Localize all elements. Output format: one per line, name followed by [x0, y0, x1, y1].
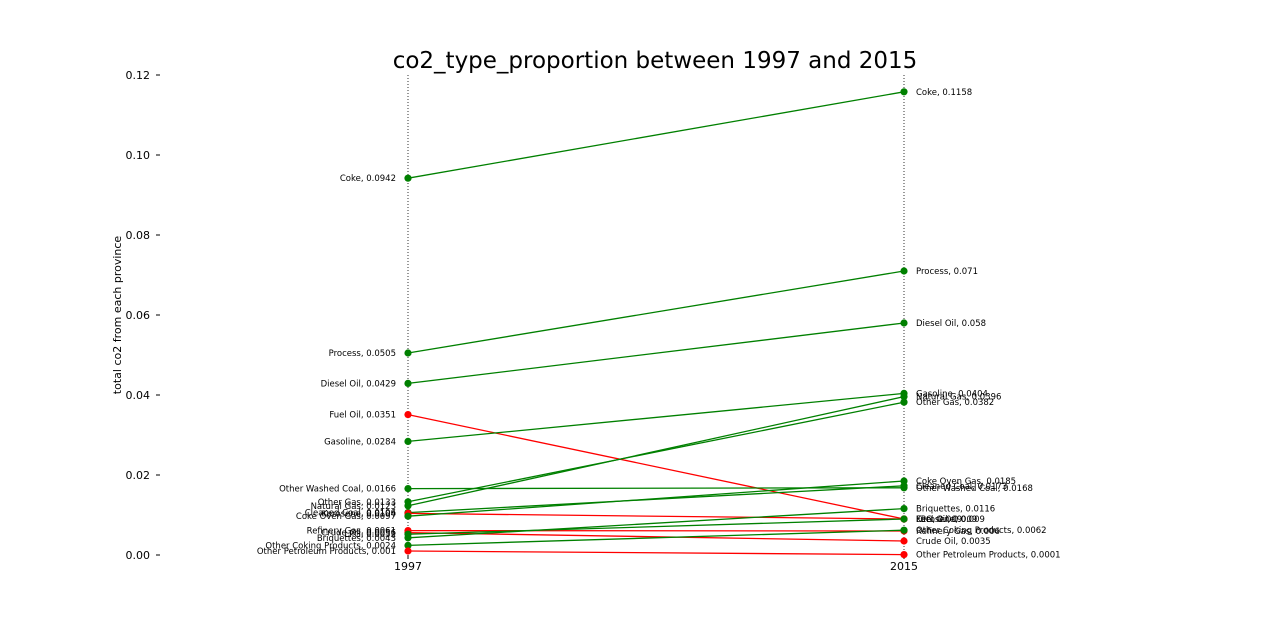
series-line-other-petroleum-products: [408, 551, 904, 555]
series-lines: [408, 92, 904, 555]
point-coke-1997: [404, 175, 411, 182]
point-fuel-oil-1997: [404, 411, 411, 418]
label-fuel-oil-1997: Fuel Oil, 0.0351: [329, 411, 396, 421]
x-tick-label: 1997: [394, 560, 422, 573]
series-line-kerosene: [408, 513, 904, 519]
label-coke-2015: Coke, 0.1158: [916, 88, 972, 98]
point-other-petroleum-products-2015: [900, 551, 907, 558]
series-line-fuel-oil: [408, 415, 904, 519]
x-tick-label: 2015: [890, 560, 918, 573]
point-natural-gas-2015: [900, 393, 907, 400]
label-other-petroleum-products-2015: Other Petroleum Products, 0.0001: [916, 551, 1061, 561]
point-other-washed-coal-1997: [404, 485, 411, 492]
point-coke-oven-gas-1997: [404, 513, 411, 520]
y-tick-label: 0.08: [126, 229, 151, 242]
series-line-briquettes: [408, 509, 904, 538]
point-lpg-2015: [900, 515, 907, 522]
label-other-washed-coal-1997: Other Washed Coal, 0.0166: [279, 485, 396, 495]
label-crude-oil-2015: Crude Oil, 0.0035: [916, 537, 991, 547]
point-process-1997: [404, 349, 411, 356]
label-diesel-oil-1997: Diesel Oil, 0.0429: [321, 379, 396, 389]
point-briquettes-2015: [900, 505, 907, 512]
label-process-2015: Process, 0.071: [916, 267, 978, 277]
series-line-diesel-oil: [408, 323, 904, 383]
point-coke-oven-gas-2015: [900, 477, 907, 484]
chart-title: co2_type_proportion between 1997 and 201…: [393, 48, 918, 74]
series-line-other-washed-coal: [408, 488, 904, 489]
label-gasoline-1997: Gasoline, 0.0284: [324, 437, 396, 447]
point-diesel-oil-1997: [404, 380, 411, 387]
point-crude-oil-2015: [900, 537, 907, 544]
series-line-coke: [408, 92, 904, 178]
label-diesel-oil-2015: Diesel Oil, 0.058: [916, 319, 986, 329]
label-briquettes-2015: Briquettes, 0.0116: [916, 505, 995, 515]
y-tick-label: 0.00: [126, 549, 151, 562]
label-coke-oven-gas-2015: Coke Oven Gas, 0.0185: [916, 477, 1016, 487]
point-natural-gas-1997: [404, 502, 411, 509]
y-axis: 0.00 0.02 0.04 0.06 0.08 0.10 0.12: [126, 69, 161, 562]
point-other-petroleum-products-1997: [404, 547, 411, 554]
point-diesel-oil-2015: [900, 319, 907, 326]
y-tick-label: 0.10: [126, 149, 151, 162]
point-process-2015: [900, 267, 907, 274]
label-other-coking-products-2015: Other Coking Products, 0.0062: [916, 526, 1047, 536]
label-lpg-2015: LPG, 0.009: [916, 515, 962, 525]
data-labels: Coke, 0.0942 Coke, 0.1158 Process, 0.0505 P…: [257, 88, 1061, 561]
series-line-process: [408, 271, 904, 353]
point-gasoline-1997: [404, 438, 411, 445]
label-other-petroleum-products-1997: Other Petroleum Products, 0.001: [257, 547, 396, 557]
x-axis: 1997 2015: [394, 555, 918, 573]
y-tick-label: 0.06: [126, 309, 151, 322]
y-tick-label: 0.02: [126, 469, 151, 482]
y-tick-label: 0.04: [126, 389, 151, 402]
label-coke-oven-gas-1997: Coke Oven Gas, 0.0097: [296, 512, 396, 522]
label-coke-1997: Coke, 0.0942: [340, 174, 396, 184]
y-axis-label: total co2 from each province: [111, 236, 124, 395]
y-tick-label: 0.12: [126, 69, 151, 82]
point-briquettes-1997: [404, 534, 411, 541]
point-other-coking-products-2015: [900, 527, 907, 534]
label-natural-gas-2015: Natural Gas, 0.0396: [916, 393, 1001, 403]
year-guide-lines: [408, 75, 904, 555]
point-coke-2015: [900, 88, 907, 95]
label-process-1997: Process, 0.0505: [329, 349, 396, 359]
